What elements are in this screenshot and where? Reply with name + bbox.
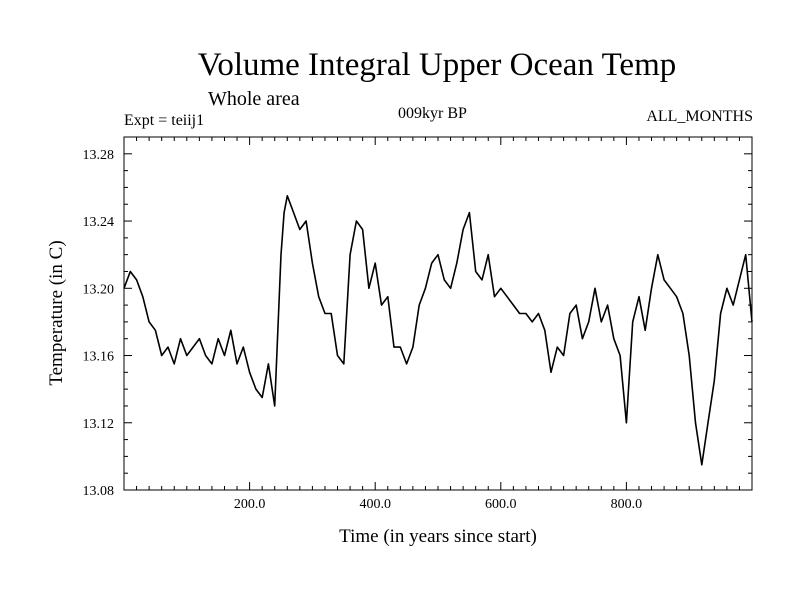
y-tick-label: 13.24	[83, 215, 115, 230]
x-tick-label: 400.0	[359, 497, 391, 512]
y-tick-label: 13.28	[83, 148, 115, 163]
experiment-label: Expt = teiij1	[124, 112, 205, 129]
months-label: ALL_MONTHS	[646, 108, 753, 125]
y-axis-title: Temperature (in C)	[46, 240, 67, 385]
y-tick-label: 13.12	[83, 417, 115, 432]
y-tick-label: 13.16	[83, 350, 115, 365]
axis-tick-labels: 200.0 400.0 600.0 800.0 13.08 13.12 13.16 13.20…	[83, 148, 643, 512]
chart-subtitle: Whole area	[208, 88, 300, 110]
y-tick-label: 13.08	[83, 484, 115, 499]
x-axis-title: Time (in years since start)	[339, 526, 537, 547]
x-tick-label: 600.0	[485, 497, 517, 512]
x-tick-label: 200.0	[234, 497, 266, 512]
temperature-series-line	[123, 195, 753, 466]
x-tick-label: 800.0	[611, 497, 643, 512]
y-tick-label: 13.20	[83, 282, 115, 297]
plot-frame	[123, 136, 753, 491]
period-label: 009kyr BP	[398, 105, 467, 122]
axis-ticks	[124, 137, 752, 490]
chart-title: Volume Integral Upper Ocean Temp	[197, 47, 677, 83]
